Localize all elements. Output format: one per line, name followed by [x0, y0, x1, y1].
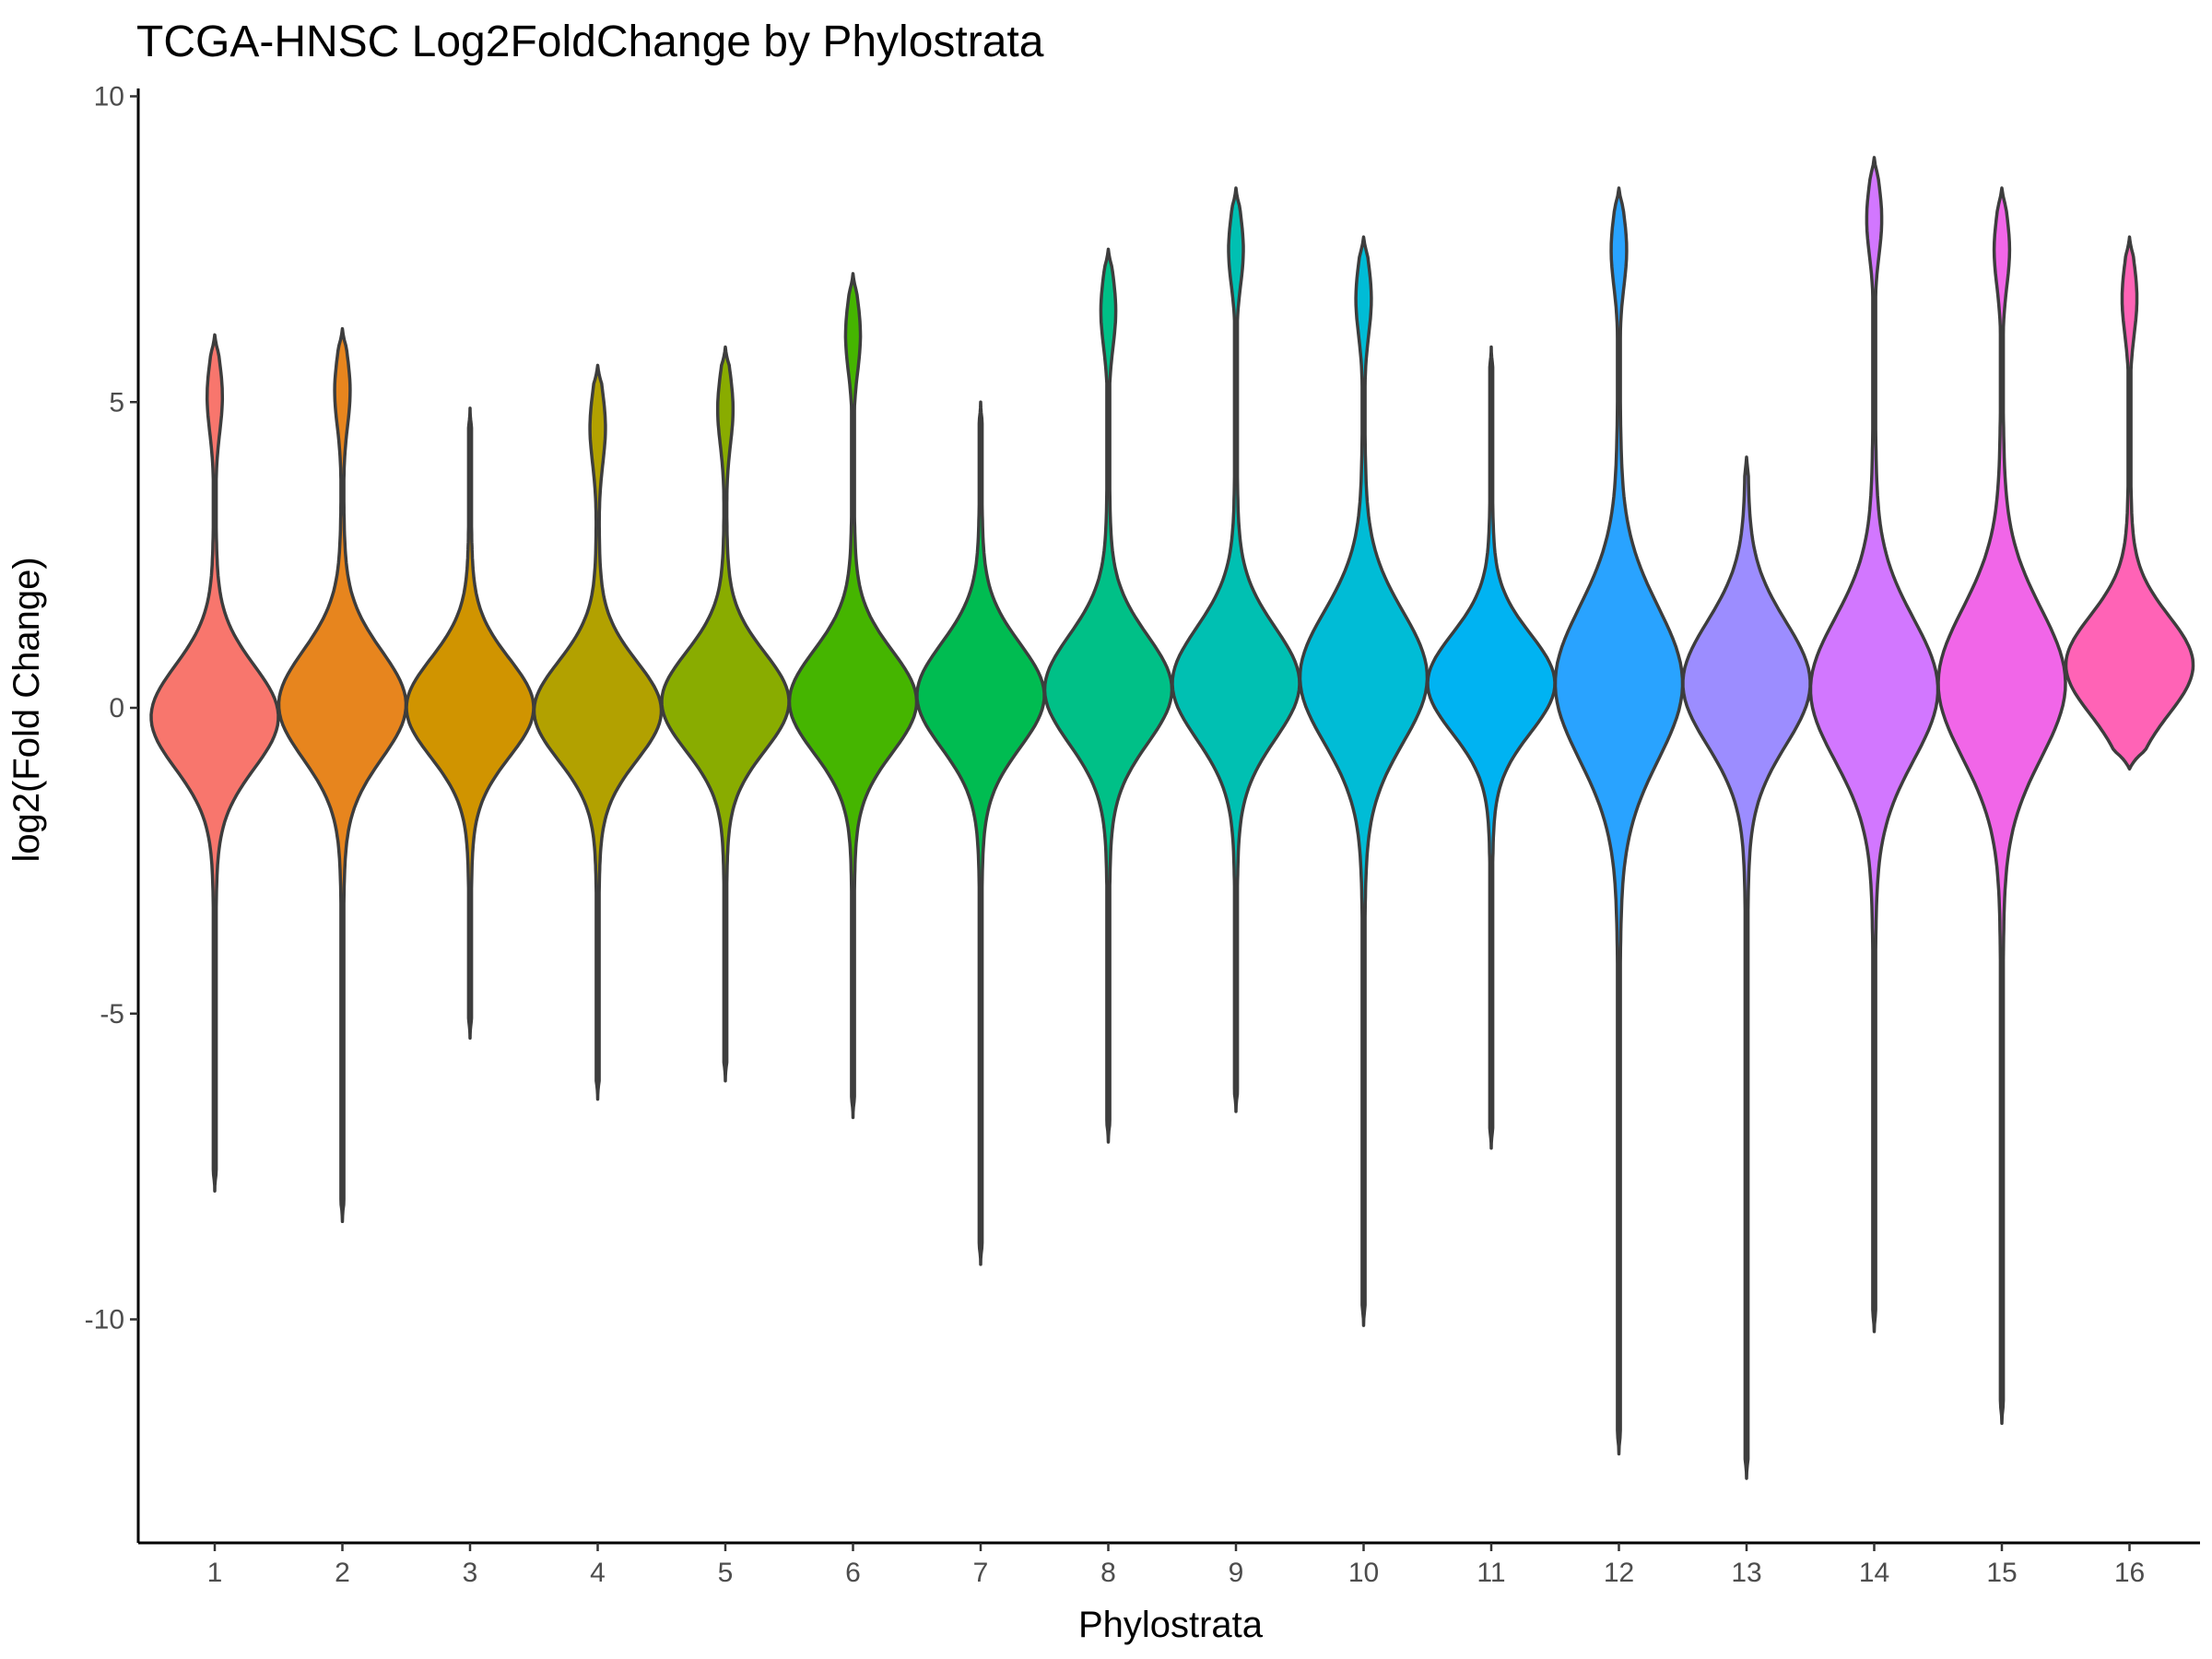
- violin-5: [660, 345, 791, 1083]
- violin-6: [787, 272, 919, 1120]
- violin-2: [276, 326, 408, 1224]
- y-tick-label: 0: [109, 693, 124, 724]
- y-tick-label: -5: [100, 999, 124, 1030]
- x-axis-label: Phylostrata: [1078, 1605, 1264, 1645]
- x-tick-label: 4: [590, 1558, 606, 1588]
- y-tick-label: 5: [109, 387, 124, 418]
- violin-10: [1298, 235, 1430, 1327]
- x-tick-label: 2: [335, 1558, 350, 1588]
- x-axis-ticks: 1 2 3 4 5 6 7 8 9 10 11 12 13 14 15 16: [207, 1543, 2145, 1588]
- x-tick-label: 11: [1477, 1558, 1505, 1588]
- x-tick-label: 16: [2114, 1558, 2145, 1588]
- violin-7: [915, 400, 1046, 1266]
- chart-title: TCGA-HNSC Log2FoldChange by Phylostrata: [136, 18, 1044, 66]
- violin-15: [1936, 186, 2067, 1426]
- x-tick-label: 14: [1859, 1558, 1889, 1588]
- x-tick-label: 12: [1604, 1558, 1634, 1588]
- violin-9: [1171, 186, 1301, 1113]
- x-tick-label: 7: [973, 1558, 989, 1588]
- y-axis-ticks: -10 -5 0 5 10: [85, 82, 138, 1335]
- x-tick-label: 3: [463, 1558, 478, 1588]
- violin-1: [149, 333, 280, 1193]
- violin-13: [1681, 455, 1812, 1480]
- x-tick-label: 15: [1986, 1558, 2017, 1588]
- violin-14: [1808, 156, 1940, 1334]
- y-axis-label: log2(Fold Change): [6, 557, 47, 862]
- violin-16: [2064, 235, 2195, 771]
- x-tick-label: 9: [1229, 1558, 1244, 1588]
- x-tick-label: 13: [1731, 1558, 1761, 1588]
- violin-3: [405, 406, 535, 1041]
- x-tick-label: 6: [845, 1558, 861, 1588]
- violin-12: [1553, 186, 1685, 1456]
- violin-11: [1426, 345, 1557, 1150]
- violins-group: [149, 156, 2195, 1480]
- violin-4: [532, 363, 664, 1101]
- y-tick-label: -10: [85, 1305, 124, 1335]
- x-tick-label: 8: [1100, 1558, 1116, 1588]
- x-tick-label: 10: [1348, 1558, 1379, 1588]
- violin-8: [1042, 247, 1174, 1144]
- x-tick-label: 1: [207, 1558, 223, 1588]
- x-tick-label: 5: [718, 1558, 734, 1588]
- y-tick-label: 10: [94, 82, 124, 112]
